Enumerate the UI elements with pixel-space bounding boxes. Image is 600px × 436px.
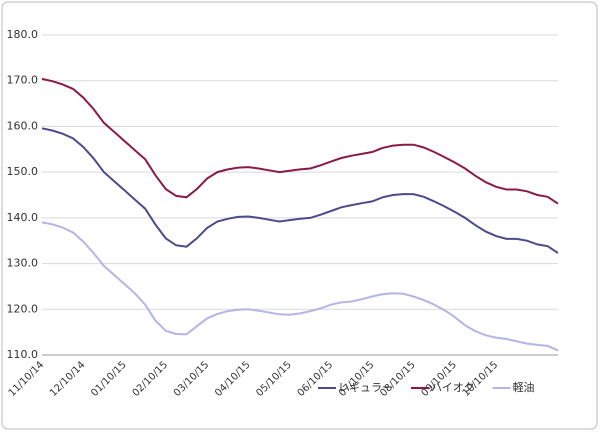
y-tick-label: 180.0 — [7, 28, 39, 41]
legend-label: 軽油 — [513, 380, 535, 394]
y-tick-label: 140.0 — [7, 211, 39, 224]
y-tick-label: 170.0 — [7, 74, 39, 87]
legend-label: ハイオク — [431, 381, 475, 394]
series-line — [41, 127, 559, 254]
y-tick-label: 130.0 — [7, 257, 39, 270]
chart-frame — [1, 1, 598, 430]
series-line — [41, 77, 559, 205]
series-line — [41, 221, 559, 352]
y-tick-label: 120.0 — [7, 302, 39, 315]
y-tick-label: 110.0 — [7, 348, 39, 361]
y-tick-label: 160.0 — [7, 119, 39, 132]
legend-label: レギュラー — [338, 381, 393, 394]
y-tick-label: 150.0 — [7, 165, 39, 178]
